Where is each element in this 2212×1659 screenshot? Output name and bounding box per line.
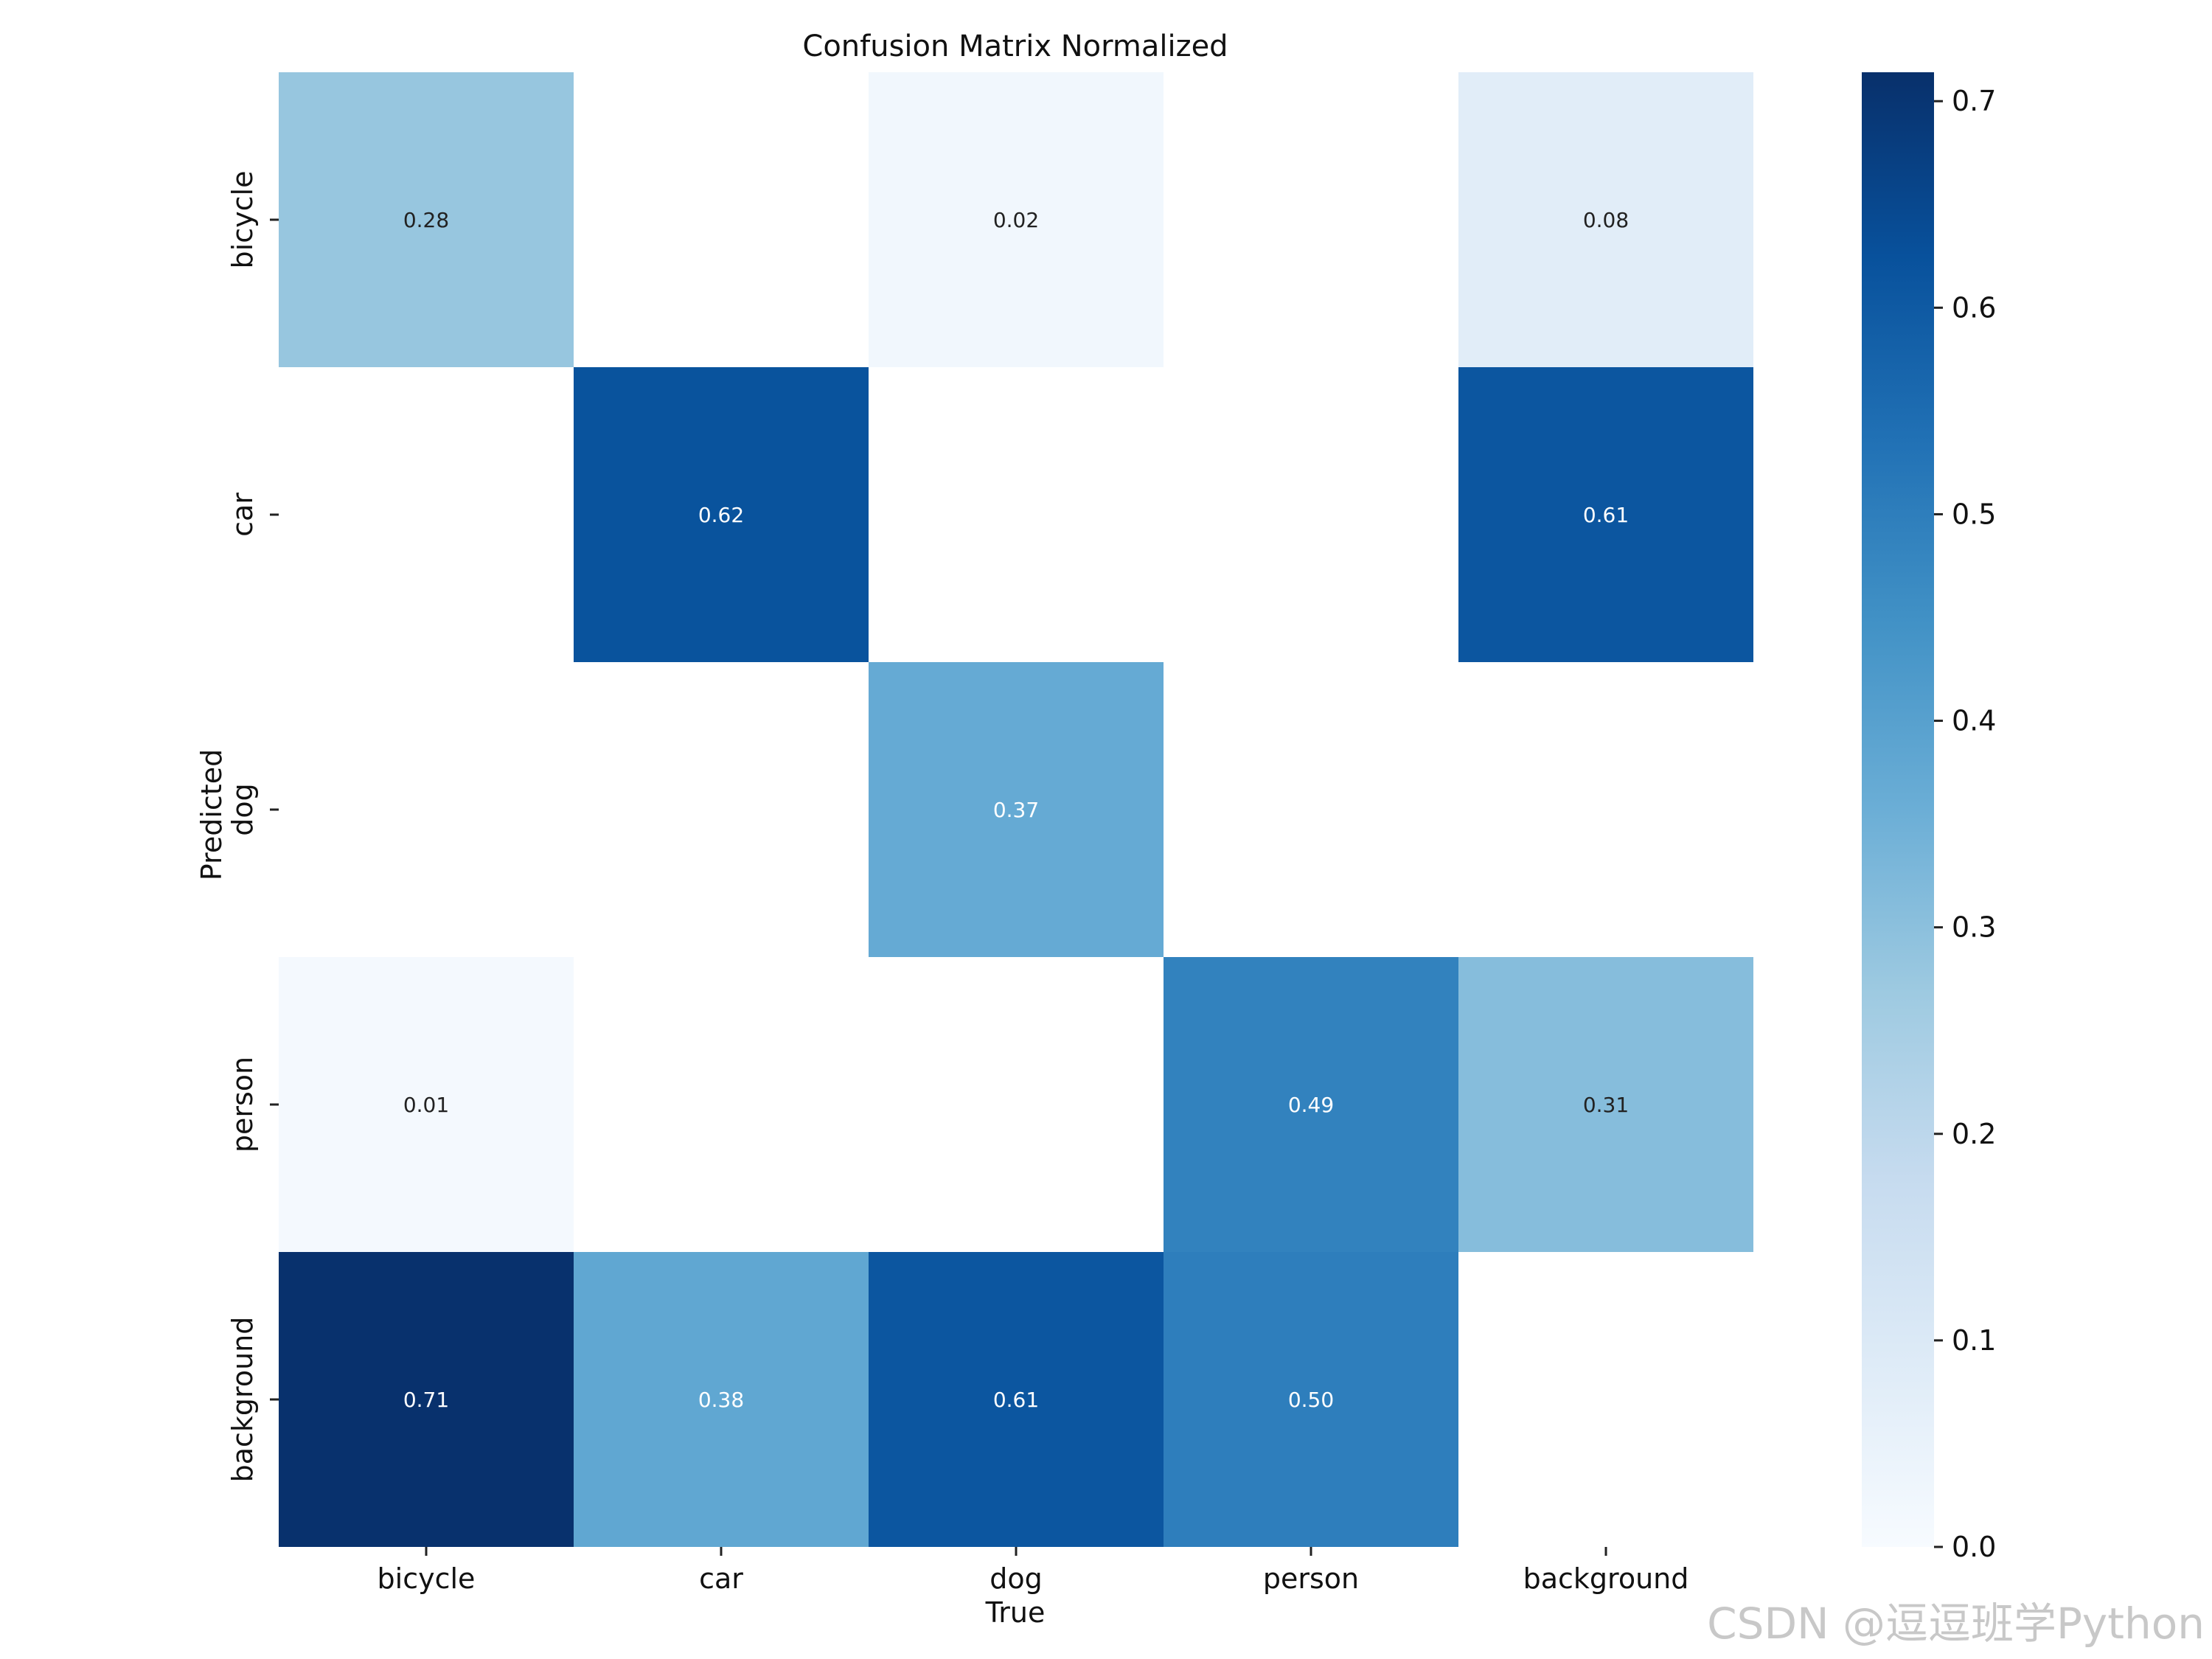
y-tick-label: background — [226, 1317, 259, 1483]
x-tick-label: background — [1523, 1562, 1689, 1595]
colorbar-ticks: 0.0 0.1 0.2 0.3 0.4 0.5 0.6 0.7 — [1934, 85, 1996, 1563]
heatmap-cell — [869, 72, 1164, 367]
colorbar-tick-label: 0.6 — [1952, 291, 1996, 324]
heatmap-cell — [1458, 957, 1753, 1252]
cell-value-label: 0.71 — [403, 1388, 449, 1412]
colorbar: 0.0 0.1 0.2 0.3 0.4 0.5 0.6 0.7 — [1862, 72, 1996, 1563]
x-tick-label: bicycle — [378, 1562, 476, 1595]
cell-value-label: 0.61 — [993, 1388, 1039, 1412]
cell-value-label: 0.49 — [1288, 1093, 1334, 1117]
x-tick-label: dog — [990, 1562, 1043, 1595]
cell-value-label: 0.50 — [1288, 1388, 1334, 1412]
chart-title: Confusion Matrix Normalized — [802, 29, 1228, 63]
x-tick-label: car — [699, 1562, 743, 1595]
heatmap-cell — [279, 1252, 574, 1547]
heatmap-cell — [1164, 1252, 1458, 1547]
y-axis-ticks: bicycle car dog person background — [226, 171, 279, 1483]
cell-value-label: 0.02 — [993, 208, 1039, 232]
y-tick-label: bicycle — [226, 171, 259, 269]
heatmap-cell — [1458, 72, 1753, 367]
colorbar-tick-label: 0.4 — [1952, 705, 1996, 737]
colorbar-tick-label: 0.3 — [1952, 911, 1996, 944]
y-tick-label: person — [226, 1057, 259, 1152]
y-tick-label: dog — [226, 783, 259, 836]
heatmap-cell — [279, 957, 574, 1252]
x-tick-label: person — [1263, 1562, 1359, 1595]
cell-value-label: 0.28 — [403, 208, 449, 232]
heatmap-cell — [574, 367, 869, 662]
heatmap-cell — [869, 1252, 1164, 1547]
y-axis-label: Predicted — [195, 749, 228, 880]
cell-value-label: 0.08 — [1583, 208, 1629, 232]
colorbar-tick-label: 0.1 — [1952, 1324, 1996, 1357]
cell-value-label: 0.01 — [403, 1093, 449, 1117]
heatmap-cell — [279, 72, 574, 367]
cell-value-label: 0.62 — [698, 503, 744, 527]
cell-value-label: 0.37 — [993, 798, 1039, 822]
colorbar-tick-label: 0.5 — [1952, 498, 1996, 530]
colorbar-tick-label: 0.7 — [1952, 85, 1996, 117]
colorbar-gradient — [1862, 72, 1934, 1547]
y-tick-label: car — [226, 493, 259, 537]
heatmap-cell-labels: 0.28 0.02 0.08 0.62 0.61 0.37 0.01 0.49 0.31 0.71… — [403, 208, 1629, 1412]
x-axis-ticks: bicycle car dog person background — [378, 1547, 1689, 1595]
heatmap-cell — [1458, 367, 1753, 662]
colorbar-tick-label: 0.2 — [1952, 1118, 1996, 1150]
heatmap-cell — [574, 1252, 869, 1547]
cell-value-label: 0.61 — [1583, 503, 1629, 527]
heatmap-cells — [279, 72, 1753, 1547]
heatmap-cell — [1164, 957, 1458, 1252]
cell-value-label: 0.31 — [1583, 1093, 1629, 1117]
x-axis-label: True — [985, 1596, 1046, 1629]
cell-value-label: 0.38 — [698, 1388, 744, 1412]
heatmap-cell — [869, 662, 1164, 957]
colorbar-tick-label: 0.0 — [1952, 1531, 1996, 1563]
watermark-text: CSDN @逗逗班学Python — [1707, 1599, 2205, 1649]
